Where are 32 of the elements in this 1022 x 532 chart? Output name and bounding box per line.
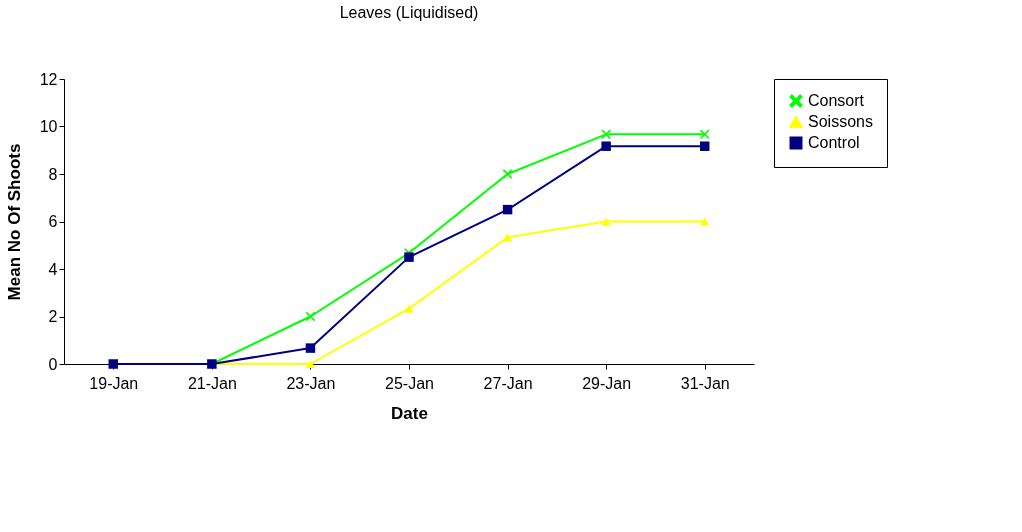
point <box>699 141 710 151</box>
legend-label: Consort <box>808 92 865 109</box>
x-tick-label: 31-Jan <box>680 374 730 392</box>
x-tick-label: 19-Jan <box>89 374 139 392</box>
x-tick-label: 21-Jan <box>187 374 237 392</box>
y-axis-title: Mean No Of Shoots <box>4 143 24 301</box>
point <box>699 217 710 226</box>
y-tick-label: 8 <box>48 165 58 183</box>
x-tick-label: 25-Jan <box>385 374 434 392</box>
y-tick-label: 6 <box>48 213 58 230</box>
point <box>305 311 316 322</box>
y-tick-label: 2 <box>48 308 58 325</box>
point <box>502 204 513 215</box>
x-tick-label: 27-Jan <box>483 374 533 392</box>
legend-label: Control <box>808 134 860 151</box>
x-axis-title: Date <box>391 403 428 423</box>
legend-label: Soissons <box>808 113 873 130</box>
point <box>305 359 316 369</box>
x-tick-label: 29-Jan <box>582 374 632 392</box>
y-tick-label: 12 <box>39 70 58 88</box>
y-tick-label: 4 <box>48 260 58 278</box>
point <box>699 129 710 140</box>
point <box>305 343 316 353</box>
point <box>601 141 611 151</box>
chart-title: Leaves (Liquidised) <box>339 4 479 21</box>
point <box>404 304 414 313</box>
y-tick-label: 0 <box>48 355 58 373</box>
point <box>502 233 513 242</box>
point <box>404 252 414 262</box>
x-tick-label: 23-Jan <box>286 374 336 392</box>
point <box>601 217 611 226</box>
y-tick-label: 10 <box>39 118 58 135</box>
